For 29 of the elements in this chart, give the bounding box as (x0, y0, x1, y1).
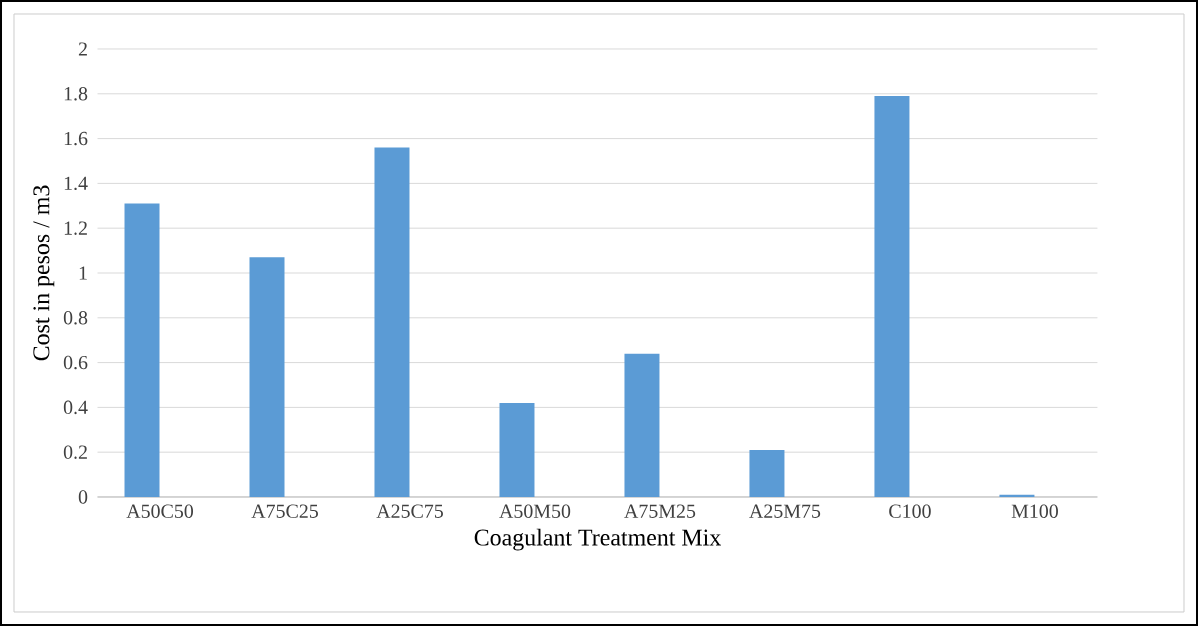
x-tick-label: C100 (889, 504, 931, 518)
y-tick-label: 0.4 (63, 400, 88, 415)
x-tick-label: A25M75 (749, 504, 821, 518)
y-tick-label: 1 (79, 266, 87, 280)
bar (249, 257, 285, 497)
y-axis-title: Cost in pesos / m3 (33, 185, 55, 361)
bar (624, 353, 660, 497)
bar (874, 96, 910, 497)
y-tick-label: 1.4 (64, 176, 88, 191)
bar (374, 147, 410, 497)
y-tick-label: 1.8 (64, 87, 88, 101)
y-tick-label: 2 (78, 42, 87, 56)
bar (124, 203, 160, 497)
y-tick-label: 0.8 (63, 311, 88, 325)
y-tick-label: 0 (78, 490, 88, 504)
bar (749, 449, 785, 497)
y-tick-label: 1.6 (64, 131, 88, 146)
bar (999, 494, 1035, 497)
bar (499, 402, 535, 497)
x-tick-label: A50C50 (126, 504, 194, 518)
x-axis-title: Coagulant Treatment Mix (474, 528, 721, 551)
x-tick-label: A50M50 (499, 504, 571, 518)
x-tick-label: A25C75 (376, 504, 443, 518)
x-tick-label: M100 (1011, 504, 1058, 518)
y-tick-label: 1.2 (64, 221, 87, 235)
y-tick-label: 0.2 (63, 445, 87, 459)
x-tick-label: A75C25 (251, 504, 318, 518)
x-tick-label: A75M25 (624, 504, 696, 518)
y-tick-label: 0.6 (63, 355, 88, 370)
